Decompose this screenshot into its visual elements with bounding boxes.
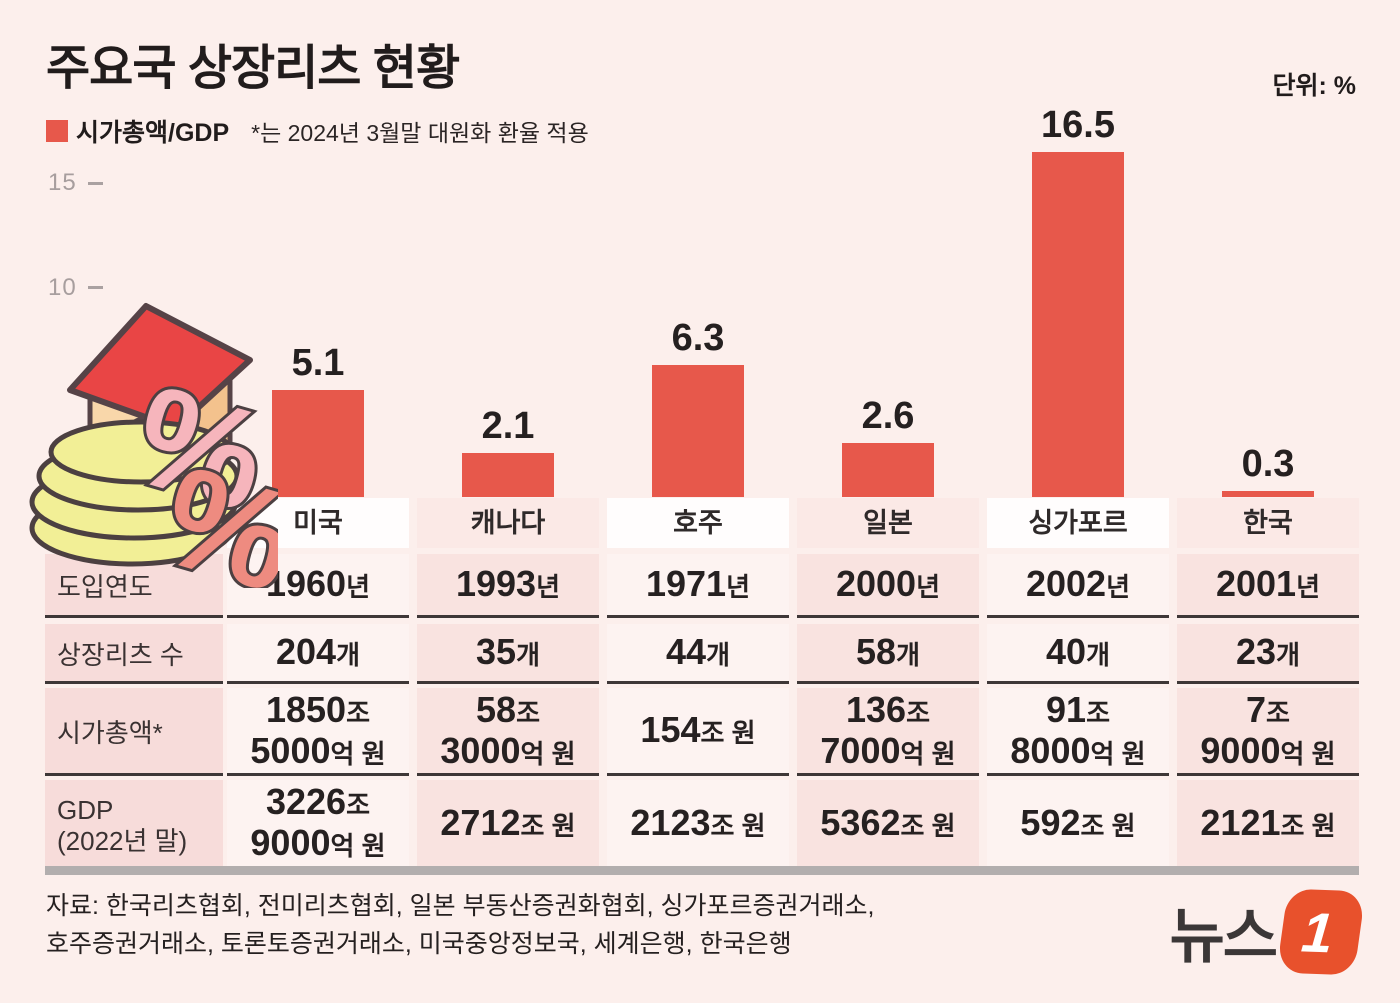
row-header: GDP (2022년 말) xyxy=(45,780,223,866)
category-label: 한국 xyxy=(1177,498,1359,548)
bar-value-label: 5.1 xyxy=(291,342,345,384)
table-cell: 58개 xyxy=(797,624,979,684)
table-cell: 91조 8000억 원 xyxy=(987,688,1169,776)
y-tick-label: 15 xyxy=(48,169,77,197)
table-cell: 2712조 원 xyxy=(417,780,599,866)
house-front xyxy=(87,377,191,477)
bar xyxy=(842,443,934,497)
bar xyxy=(272,390,364,497)
table-cell: 58조 3000억 원 xyxy=(417,688,599,776)
coil-base xyxy=(29,419,240,567)
table-cell: 1993년 xyxy=(417,554,599,618)
table-cell: 7조 9000억 원 xyxy=(1177,688,1359,776)
table-cell: 5362조 원 xyxy=(797,780,979,866)
bar-value-label: 2.6 xyxy=(861,395,915,437)
news1-logo-text: 뉴스 xyxy=(1169,903,1278,970)
bar-value-label: 0.3 xyxy=(1241,443,1295,485)
source-line-1: 자료: 한국리츠협회, 전미리츠협회, 일본 부동산증권화협회, 싱가포르증권거… xyxy=(46,892,875,920)
news1-logo: 뉴스 1 xyxy=(1169,888,1366,975)
news1-logo-numeral: 1 xyxy=(1299,899,1337,964)
table-cell: 2123조 원 xyxy=(607,780,789,866)
y-axis-tick: 10 xyxy=(48,274,103,302)
table-cell: 2002년 xyxy=(987,554,1169,618)
house-side xyxy=(185,359,233,476)
legend-note: *는 2024년 3월말 대원화 환율 적용 xyxy=(251,120,589,146)
bar-value-label: 16.5 xyxy=(1041,104,1115,146)
table-cell: 1960년 xyxy=(227,554,409,618)
table-cell: 3226조 9000억 원 xyxy=(227,780,409,866)
bar xyxy=(462,453,554,497)
bar-value-label: 6.3 xyxy=(671,317,725,359)
bar-value-label: 2.1 xyxy=(481,405,535,447)
category-label: 일본 xyxy=(797,498,979,548)
row-header: 상장리츠 수 xyxy=(45,624,223,684)
page-title: 주요국 상장리츠 현황 xyxy=(46,42,460,95)
y-tick-mark xyxy=(87,181,103,185)
source-credit: 자료: 한국리츠협회, 전미리츠협회, 일본 부동산증권화협회, 싱가포르증권거… xyxy=(46,888,874,963)
bar xyxy=(1032,152,1124,497)
category-label: 캐나다 xyxy=(417,498,599,548)
table-cell: 2000년 xyxy=(797,554,979,618)
table-bottom-rule xyxy=(45,866,1359,875)
table-cell: 154조 원 xyxy=(607,688,789,776)
table-cell: 204개 xyxy=(227,624,409,684)
news1-logo-badge-icon: 1 xyxy=(1276,888,1366,975)
table-cell: 2001년 xyxy=(1177,554,1359,618)
bar xyxy=(1222,491,1314,497)
y-axis-tick: 15 xyxy=(48,169,103,197)
unit-label: 단위: % xyxy=(1272,72,1356,100)
legend: 시가총액/GDP *는 2024년 3월말 대원화 환율 적용 xyxy=(46,113,589,149)
table-cell: 23개 xyxy=(1177,624,1359,684)
category-label: 싱가포르 xyxy=(987,498,1169,548)
table-cell: 1850조 5000억 원 xyxy=(227,688,409,776)
y-tick-mark xyxy=(87,286,103,290)
bar xyxy=(652,365,744,497)
category-label: 미국 xyxy=(227,498,409,548)
legend-swatch-icon xyxy=(46,120,68,142)
source-line-2: 호주증권거래소, 토론토증권거래소, 미국중앙정보국, 세계은행, 한국은행 xyxy=(46,929,792,958)
table-cell: 2121조 원 xyxy=(1177,780,1359,866)
table-cell: 1971년 xyxy=(607,554,789,618)
row-header: 시가총액* xyxy=(45,688,223,776)
table-cell: 44개 xyxy=(607,624,789,684)
house-roof xyxy=(67,303,253,431)
table-cell: 35개 xyxy=(417,624,599,684)
table-cell: 40개 xyxy=(987,624,1169,684)
table-cell: 592조 원 xyxy=(987,780,1169,866)
table-cell: 136조 7000억 원 xyxy=(797,688,979,776)
legend-label: 시가총액/GDP xyxy=(76,119,230,147)
house-door-icon xyxy=(126,417,158,476)
category-label: 호주 xyxy=(607,498,789,548)
row-header: 도입연도 xyxy=(45,554,223,618)
y-tick-label: 10 xyxy=(48,273,77,301)
